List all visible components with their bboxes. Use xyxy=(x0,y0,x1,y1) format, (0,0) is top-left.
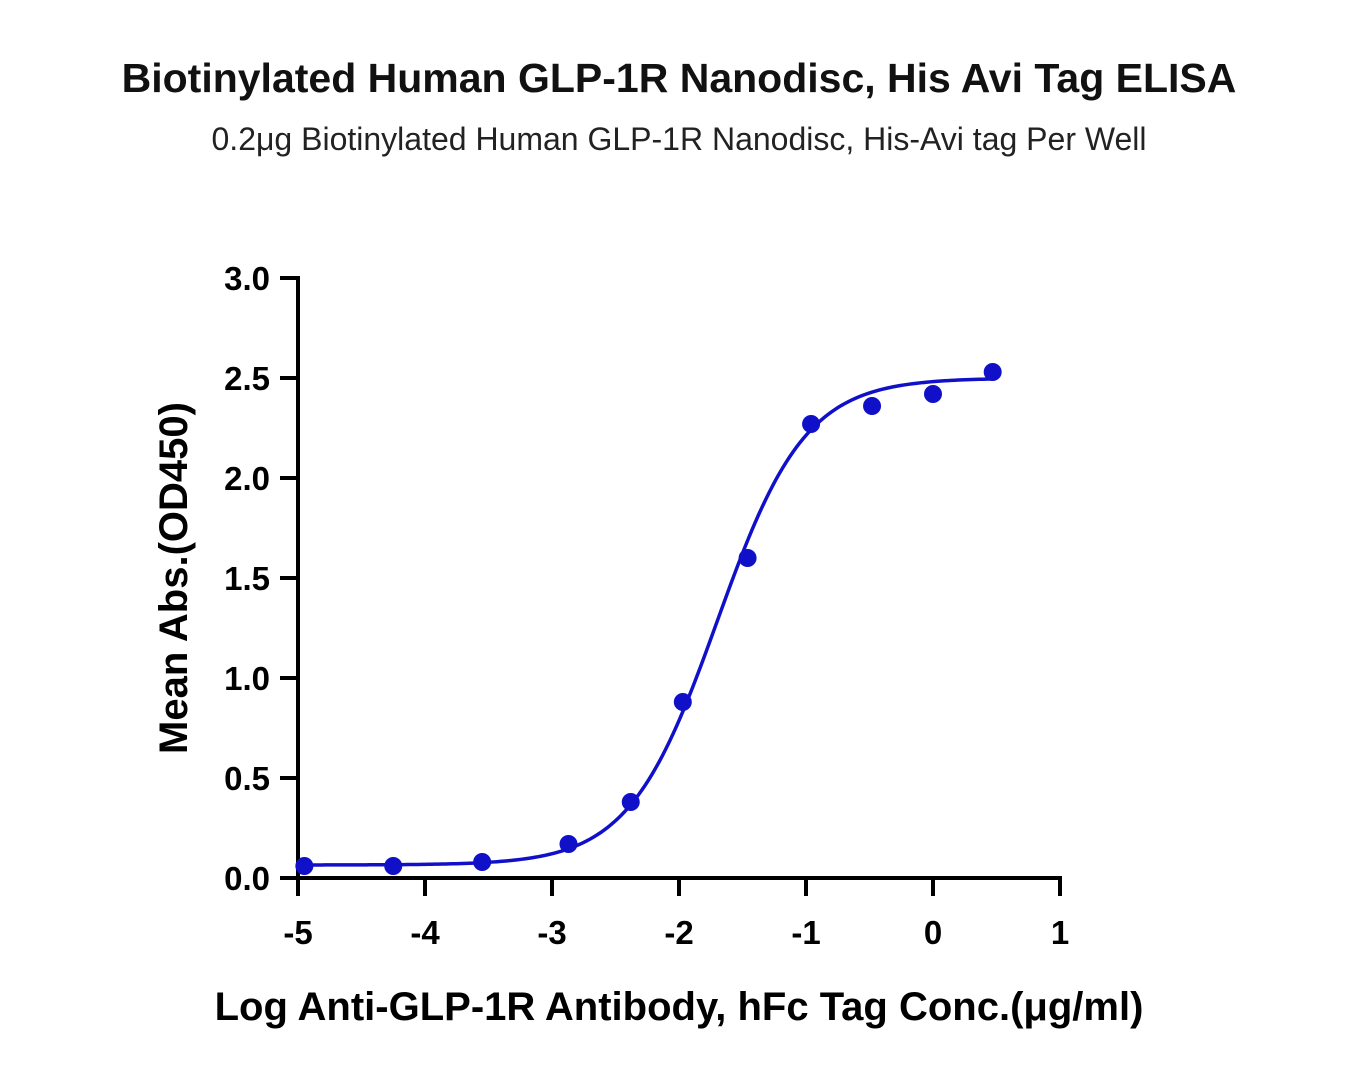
y-tick-label: 0.0 xyxy=(224,860,270,897)
data-point xyxy=(473,853,492,871)
x-axis-ticks: -5 -4 -3 -2 -1 0 1 xyxy=(283,878,1069,951)
fit-curve xyxy=(304,377,993,867)
data-point xyxy=(802,415,821,433)
data-point xyxy=(384,857,403,875)
x-tick-label: -2 xyxy=(664,914,693,951)
data-point xyxy=(863,397,882,415)
y-tick-label: 2.0 xyxy=(224,460,270,497)
y-axis-label: Mean Abs.(OD450) xyxy=(152,402,196,754)
y-tick-label: 1.0 xyxy=(224,660,270,697)
data-point xyxy=(559,835,578,853)
chart-subtitle: 0.2μg Biotinylated Human GLP-1R Nanodisc… xyxy=(212,121,1147,157)
y-tick-label: 3.0 xyxy=(224,260,270,297)
x-tick-label: -5 xyxy=(283,914,312,951)
data-point xyxy=(924,385,942,403)
x-tick-label: -1 xyxy=(791,914,820,951)
data-point xyxy=(738,549,757,567)
y-tick-label: 0.5 xyxy=(224,760,270,797)
data-points xyxy=(295,363,1002,875)
chart-title: Biotinylated Human GLP-1R Nanodisc, His … xyxy=(122,55,1237,101)
data-point xyxy=(295,857,314,875)
y-tick-label: 1.5 xyxy=(224,560,270,597)
x-axis-label: Log Anti-GLP-1R Antibody, hFc Tag Conc.(… xyxy=(215,985,1144,1029)
x-tick-label: -3 xyxy=(537,914,566,951)
data-point xyxy=(621,793,640,811)
x-tick-label: 0 xyxy=(924,914,942,951)
y-tick-label: 2.5 xyxy=(224,360,270,397)
x-tick-label: 1 xyxy=(1051,914,1069,951)
data-point xyxy=(673,693,692,711)
x-tick-label: -4 xyxy=(410,914,440,951)
y-axis-ticks: 0.0 0.5 1.0 1.5 2.0 2.5 3.0 xyxy=(224,260,298,897)
data-point xyxy=(983,363,1002,381)
